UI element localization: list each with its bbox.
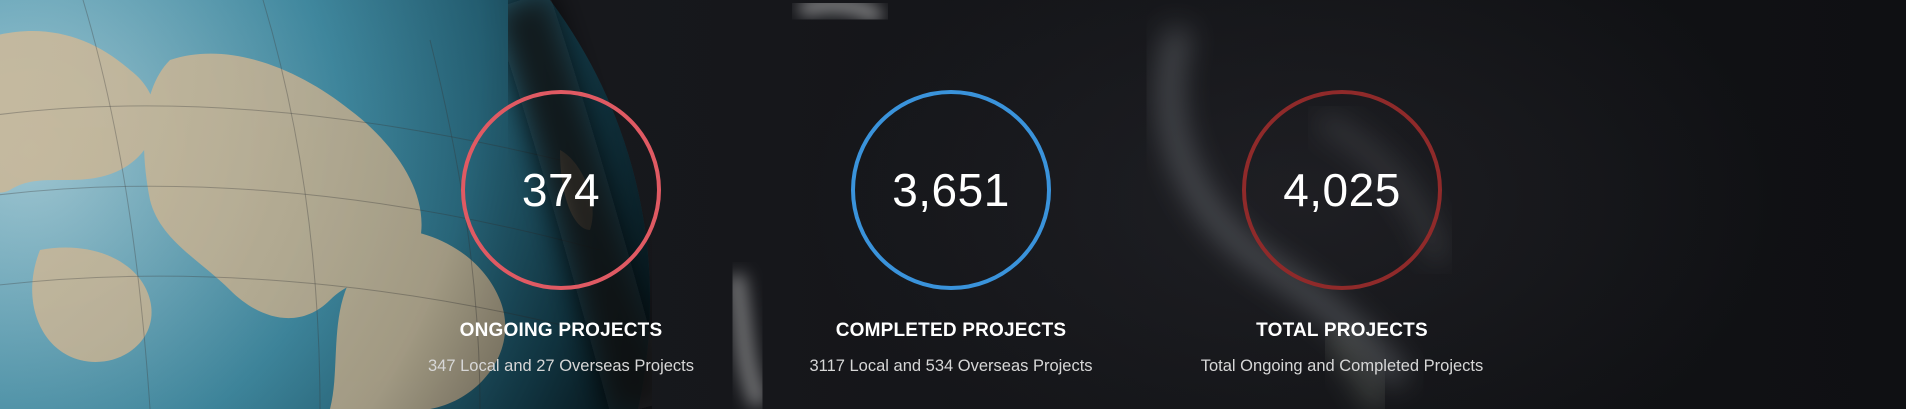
completed-description: 3117 Local and 534 Overseas Projects: [809, 357, 1093, 375]
total-description: Total Ongoing and Completed Projects: [1200, 357, 1484, 375]
ongoing-count: 374: [521, 164, 601, 216]
completed-progress-ring: 3,651: [851, 90, 1051, 290]
completed-title: COMPLETED PROJECTS: [835, 320, 1067, 341]
ongoing-progress-ring: 374: [461, 90, 661, 290]
stat-total-projects: 4,025 TOTAL PROJECTS Total Ongoing and C…: [1162, 90, 1522, 376]
total-progress-ring: 4,025: [1242, 90, 1442, 290]
stat-ongoing-projects: 374 ONGOING PROJECTS 347 Local and 27 Ov…: [381, 90, 741, 376]
ongoing-title: ONGOING PROJECTS: [459, 320, 663, 341]
ongoing-description: 347 Local and 27 Overseas Projects: [428, 357, 694, 375]
stat-completed-projects: 3,651 COMPLETED PROJECTS 3117 Local and …: [771, 90, 1131, 376]
completed-count: 3,651: [892, 164, 1010, 216]
total-title: TOTAL PROJECTS: [1256, 320, 1428, 341]
total-count: 4,025: [1283, 164, 1401, 216]
